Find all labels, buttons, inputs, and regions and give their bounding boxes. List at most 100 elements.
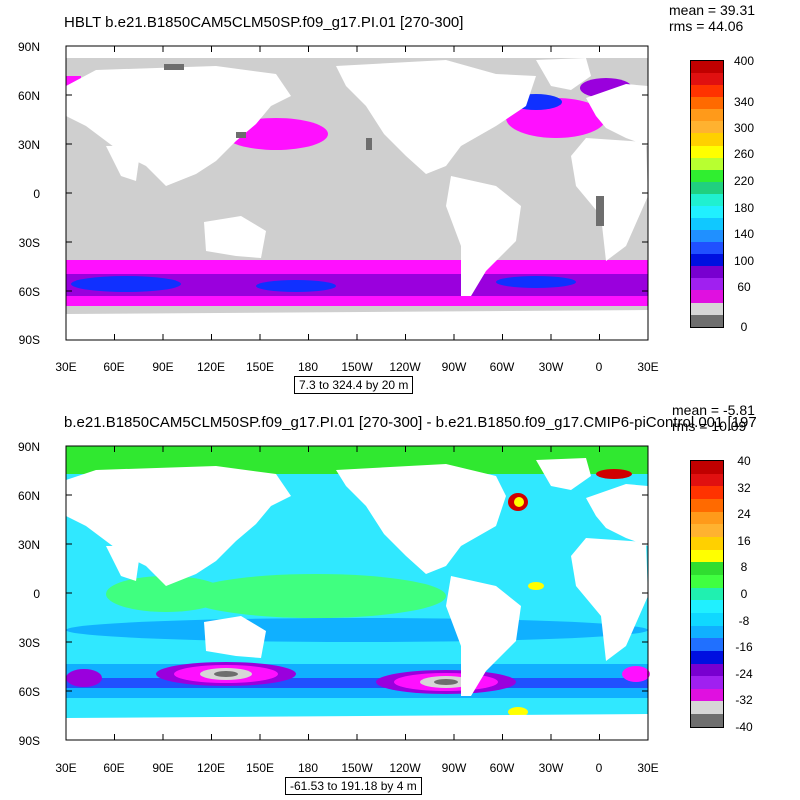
panel2-lon-label-90w: 90W [441, 761, 467, 775]
panel2-south-blue-band [66, 618, 648, 642]
panel2-nordic-red [596, 469, 632, 479]
panel1-lon-label-60e: 60E [103, 360, 125, 374]
panel1-land-namerica [336, 60, 536, 174]
panel1-southern-blue-patch [71, 276, 181, 292]
panel2-southern-purple-3 [66, 669, 102, 687]
panel1-rms: rms = 44.06 [669, 18, 744, 34]
colorbar-segment [691, 302, 723, 315]
colorbar-segment [691, 242, 723, 255]
panel1-cb-label-220: 220 [733, 174, 755, 188]
colorbar-segment [691, 254, 723, 267]
panel2-lon-label-30w: 30W [538, 761, 564, 775]
panel2-land-namerica [336, 464, 506, 574]
panel2-cb-label-16: 16 [737, 534, 751, 548]
panel2-land-australia [204, 616, 266, 658]
colorbar-segment [691, 562, 723, 575]
panel2-southern-darkblue [66, 678, 648, 688]
panel1-lon-label-120w: 120W [389, 360, 421, 374]
panel2-map [65, 445, 650, 741]
panel1-land-samerica [446, 176, 521, 296]
panel2-land-india [106, 546, 141, 581]
panel1-darkgray-4 [164, 64, 184, 70]
panel1-cb-label-100: 100 [733, 254, 755, 268]
colorbar-segment [691, 218, 723, 231]
panel1-darkgray-2 [596, 196, 604, 226]
panel2-rms: rms = 10.09 [672, 418, 747, 434]
colorbar-segment [691, 61, 723, 74]
colorbar-segment [691, 536, 723, 550]
colorbar-segment [691, 181, 723, 194]
panel2-lon-label-60w: 60W [489, 761, 515, 775]
colorbar-segment [691, 133, 723, 146]
colorbar-segment [691, 169, 723, 182]
panel1-cb-label-260: 260 [733, 147, 755, 161]
panel1-land-australia [204, 216, 266, 258]
panel1-arctic-magenta [66, 76, 81, 86]
panel1-land-antarctica [66, 310, 648, 340]
panel1-title: HBLT b.e21.B1850CAM5CLM50SP.f09_g17.PI.0… [64, 14, 464, 31]
panel2-lon-label-30e: 30E [55, 761, 77, 775]
panel2-lat-label-30n: 30N [17, 538, 40, 552]
panel1-lon-label-60w: 60W [489, 360, 515, 374]
panel2-lat-label-60n: 60N [17, 489, 40, 503]
colorbar-segment [691, 714, 723, 727]
panel2-cb-label-neg32: -32 [735, 693, 753, 707]
panel1-mean: mean = 39.31 [669, 2, 756, 18]
panel1-lat-label-90s: 90S [18, 333, 40, 347]
colorbar-segment [691, 157, 723, 170]
panel2-cb-label-8: 8 [740, 560, 748, 574]
panel2-cb-label-24: 24 [737, 507, 751, 521]
panel1-lon-label-150w: 150W [341, 360, 373, 374]
colorbar-segment [691, 612, 723, 626]
panel2-southern-magenta-4 [622, 666, 650, 682]
panel1-darkgray-3 [366, 138, 372, 150]
panel1-cb-label-60: 60 [737, 280, 751, 294]
panel2-lon-label-0: 0 [595, 761, 603, 775]
panel1-lon-label-30w: 30W [538, 360, 564, 374]
panel2-lon-label-90e: 90E [152, 761, 174, 775]
panel2-contour-caption: -61.53 to 191.18 by 4 m [285, 777, 422, 795]
colorbar-segment [691, 587, 723, 601]
panel1-land-europe [586, 84, 648, 146]
panel2-cb-label-0: 0 [740, 587, 748, 601]
panel2-subtropic-yellow [528, 582, 544, 590]
panel1-lat-label-30s: 30S [18, 236, 40, 250]
panel2-southern-darkgray-1 [214, 671, 238, 677]
panel1-southern-blue-patch-3 [496, 276, 576, 288]
panel2-cb-label-40: 40 [737, 454, 751, 468]
colorbar-segment [691, 676, 723, 689]
panel1-land-greenland [536, 58, 591, 90]
colorbar-segment [691, 473, 723, 487]
colorbar-segment [691, 625, 723, 639]
colorbar-segment [691, 85, 723, 98]
panel1-lat-label-0: 0 [33, 187, 40, 201]
panel1-lon-label-0: 0 [595, 360, 603, 374]
colorbar-segment [691, 663, 723, 677]
colorbar-segment [691, 574, 723, 588]
colorbar-segment [691, 638, 723, 651]
colorbar-segment [691, 549, 723, 563]
panel1-lon-label-90w: 90W [441, 360, 467, 374]
panel2-land-europe [586, 484, 648, 546]
colorbar-segment [691, 278, 723, 291]
panel1-lon-label-90e: 90E [152, 360, 174, 374]
colorbar-segment [691, 486, 723, 499]
panel2-lon-label-180: 180 [297, 761, 319, 775]
panel2-land-greenland [536, 458, 591, 490]
colorbar-segment [691, 498, 723, 512]
panel2-indian-green [106, 576, 226, 612]
colorbar-segment [691, 290, 723, 303]
panel1-lon-label-150e: 150E [245, 360, 275, 374]
panel2-natlantic-yellow [514, 497, 524, 507]
panel2-lon-label-60e: 60E [103, 761, 125, 775]
panel1-colorbar [690, 60, 724, 328]
colorbar-segment [691, 688, 723, 702]
panel2-land-eurasia [66, 466, 291, 586]
colorbar-segment [691, 205, 723, 219]
panel2-lon-label-120e: 120E [196, 761, 226, 775]
colorbar-segment [691, 314, 723, 327]
panel2-south-yellow [508, 707, 528, 717]
colorbar-segment [691, 109, 723, 122]
colorbar-segment [691, 145, 723, 158]
panel1-southern-blue-patch-2 [256, 280, 336, 292]
